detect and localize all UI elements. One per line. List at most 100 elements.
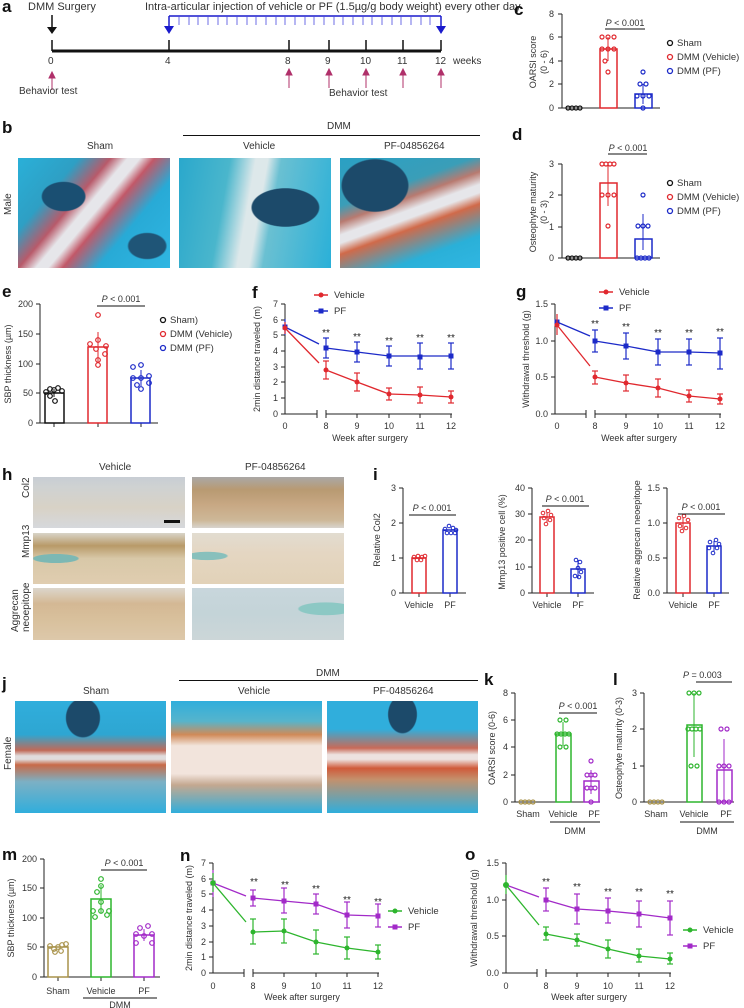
svg-text:6: 6 [503, 715, 508, 725]
svg-text:1.5: 1.5 [647, 483, 660, 493]
svg-text:10: 10 [653, 421, 663, 431]
svg-text:DMM (PF): DMM (PF) [170, 343, 214, 354]
svg-text:11: 11 [684, 421, 693, 431]
svg-text:P < 0.001: P < 0.001 [559, 701, 598, 711]
svg-text:PF: PF [444, 600, 456, 610]
histology-female-vehicle [171, 701, 322, 813]
histology-male-sham [18, 158, 170, 268]
svg-text:Vehicle: Vehicle [548, 809, 577, 819]
svg-text:Withdrawal threshold (g): Withdrawal threshold (g) [469, 869, 479, 967]
svg-text:1.5: 1.5 [486, 858, 499, 868]
ihc-aggrecan-vehicle [33, 588, 185, 640]
svg-text:7: 7 [201, 858, 206, 868]
svg-text:DMM (Vehicle): DMM (Vehicle) [677, 192, 739, 203]
svg-text:Week after surgery: Week after surgery [264, 992, 340, 1002]
svg-text:12: 12 [665, 981, 675, 991]
tick-9: 9 [325, 56, 331, 67]
svg-text:**: ** [250, 877, 258, 888]
chart-d: 3 2 1 0 Osteophyte maturity (0 - 3) P < 0.0… [528, 143, 739, 263]
svg-text:40: 40 [515, 483, 525, 493]
svg-text:PF: PF [408, 922, 420, 933]
svg-text:1.0: 1.0 [647, 518, 660, 528]
svg-text:3: 3 [632, 688, 637, 698]
svg-text:Sham: Sham [46, 986, 70, 996]
svg-text:2min distance traveled (m): 2min distance traveled (m) [252, 306, 262, 412]
svg-text:2: 2 [503, 770, 508, 780]
svg-text:3: 3 [273, 362, 278, 372]
svg-text:3: 3 [201, 921, 206, 931]
svg-text:8: 8 [549, 9, 554, 19]
ihc-mmp13-vehicle [33, 533, 185, 584]
h-row-aggrecan: Aggrecan neoepitope [10, 582, 32, 633]
behavior-test-left: Behavior test [19, 86, 78, 97]
svg-text:9: 9 [574, 981, 579, 991]
svg-text:1.0: 1.0 [535, 336, 548, 346]
svg-text:11: 11 [415, 421, 424, 431]
col-sham: Sham [87, 141, 114, 152]
panel-label-e: e [2, 282, 12, 301]
dmm-header: DMM [327, 121, 351, 132]
svg-text:20: 20 [515, 535, 525, 545]
j-col-vehicle: Vehicle [238, 686, 271, 697]
svg-text:Week after surgery: Week after surgery [551, 992, 627, 1002]
histology-female-pf [327, 701, 478, 813]
ihc-col2-vehicle [33, 477, 185, 528]
svg-text:11: 11 [634, 981, 643, 991]
tick-11: 11 [397, 56, 408, 67]
svg-text:**: ** [343, 895, 351, 906]
tick-8: 8 [285, 56, 291, 67]
svg-text:0: 0 [503, 797, 508, 807]
svg-text:OARSI score: OARSI score [528, 36, 538, 89]
timeline-diagram [47, 15, 446, 90]
svg-text:1.5: 1.5 [535, 299, 548, 309]
svg-text:**: ** [635, 887, 643, 898]
panel-label-j: j [2, 674, 7, 693]
svg-text:Osteophyte maturity (0-3): Osteophyte maturity (0-3) [614, 697, 624, 799]
svg-text:0: 0 [32, 972, 37, 982]
dmm-surgery-label: DMM Surgery [28, 1, 96, 13]
svg-text:3: 3 [391, 483, 396, 493]
panel-label-b: b [2, 118, 13, 137]
ihc-aggrecan-pf [192, 588, 344, 640]
svg-text:0.5: 0.5 [535, 372, 548, 382]
svg-text:2: 2 [549, 190, 554, 200]
svg-text:1: 1 [632, 761, 637, 771]
svg-text:Relative Col2: Relative Col2 [372, 513, 382, 567]
svg-text:2: 2 [391, 518, 396, 528]
svg-text:SBP thickness (µm): SBP thickness (µm) [6, 878, 16, 957]
svg-text:**: ** [604, 887, 612, 898]
svg-text:**: ** [374, 897, 382, 908]
chart-g: 1.5 1.0 0.5 0.0 0 8 9 10 11 12 Week after surger… [521, 287, 725, 443]
svg-text:30: 30 [515, 509, 525, 519]
svg-text:PF: PF [138, 986, 150, 996]
svg-text:2: 2 [201, 937, 206, 947]
panel-label-a: a [2, 0, 12, 16]
svg-text:Sham: Sham [644, 809, 668, 819]
svg-text:PF: PF [334, 306, 346, 317]
svg-text:(0 - 6): (0 - 6) [539, 50, 549, 74]
chart-c: 8 6 4 2 0 OARSI score (0 - 6) P < 0.001 Sham… [528, 9, 739, 113]
svg-text:0.5: 0.5 [486, 931, 499, 941]
svg-text:DMM (PF): DMM (PF) [677, 66, 721, 77]
svg-text:PF: PF [588, 809, 600, 819]
svg-text:6: 6 [273, 315, 278, 325]
svg-text:Vehicle: Vehicle [404, 600, 433, 610]
svg-text:0.0: 0.0 [647, 588, 660, 598]
scale-bar [164, 520, 180, 523]
svg-text:0: 0 [391, 588, 396, 598]
j-dmm-bracket-line [179, 680, 478, 681]
svg-text:3: 3 [549, 159, 554, 169]
svg-text:0: 0 [273, 409, 278, 419]
svg-text:0: 0 [201, 968, 206, 978]
svg-text:Week after surgery: Week after surgery [332, 433, 408, 443]
svg-text:12: 12 [446, 421, 456, 431]
svg-text:Osteophyte maturity: Osteophyte maturity [528, 171, 538, 252]
svg-text:9: 9 [354, 421, 359, 431]
panel-label-g: g [516, 282, 527, 301]
svg-text:**: ** [322, 328, 330, 339]
tick-10: 10 [360, 56, 372, 67]
svg-text:DMM (PF): DMM (PF) [677, 206, 721, 217]
svg-text:P < 0.001: P < 0.001 [609, 143, 648, 153]
col-pf: PF-04856264 [384, 141, 445, 152]
h-row-mmp13: Mmp13 [21, 524, 32, 558]
